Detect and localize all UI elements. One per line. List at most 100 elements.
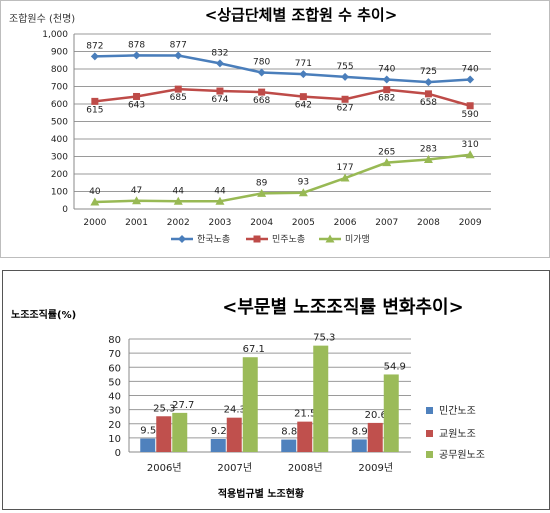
chart1-series-2: 615 643 685 674 668 642 627 682 658 590: [86, 85, 479, 120]
chart1-data-point: [466, 102, 474, 110]
chart1-title: <상급단체별 조합원 수 추이>: [205, 6, 398, 24]
chart1-data-label: 590: [462, 110, 479, 120]
chart1-data-label: 725: [420, 67, 437, 77]
chart2-data-label: 67.1: [243, 344, 265, 355]
chart2-legend-swatch: [426, 430, 433, 437]
chart1-data-point: [258, 88, 266, 96]
chart1-data-point: [341, 72, 350, 81]
chart2-data-label: 8.8: [281, 427, 297, 438]
chart1-y-tick-label: 1,000: [42, 30, 68, 40]
chart2-bar: [210, 439, 226, 452]
chart1-data-point: [299, 93, 307, 101]
chart1-data-point: [90, 52, 99, 61]
chart2-y-tick-label: 40: [108, 392, 121, 403]
chart2-x-tick-label: 2007년: [217, 462, 252, 474]
chart1-y-axis-label: 조합원수 (천명): [9, 13, 75, 25]
chart1-x-tick-label: 2009: [459, 218, 482, 228]
chart1-y-tick-label: 900: [51, 48, 68, 58]
chart2-y-tick-label: 30: [108, 406, 121, 417]
chart1-data-label: 89: [256, 178, 268, 188]
chart2-title: <부문별 노조조직률 변화추이>: [222, 297, 463, 318]
chart2-bar: [313, 345, 329, 452]
chart1-legend-item: 미가맹: [319, 234, 370, 245]
chart1-data-point: [216, 87, 224, 95]
chart1-data-label: 682: [378, 94, 395, 104]
chart1-data-label: 93: [298, 178, 309, 188]
chart1-data-point: [382, 75, 391, 84]
chart1-data-label: 265: [378, 148, 395, 158]
chart1-data-label: 740: [462, 65, 479, 75]
chart1-legend-label: 한국노총: [197, 234, 230, 245]
chart1-data-point: [423, 154, 433, 163]
chart1-legend-marker: [178, 235, 186, 243]
chart1-data-label: 740: [378, 65, 395, 75]
chart2-legend-label: 민간노조: [439, 405, 476, 417]
chart1-series-3: 40 47 44 44 89 93 177 265 283 310: [89, 140, 479, 206]
chart2-bar: [140, 438, 156, 452]
chart2-data-label: 25.3: [153, 403, 175, 414]
chart1-data-point: [257, 188, 267, 197]
chart1-data-label: 310: [462, 140, 479, 150]
chart1-y-tick-label: 0: [62, 205, 68, 215]
chart1-x-tick-label: 2002: [167, 218, 190, 228]
chart1-x-tick-label: 2001: [125, 218, 148, 228]
chart1-data-point: [215, 196, 225, 205]
chart2-y-tick-label: 50: [108, 377, 121, 388]
chart2-legend-swatch: [426, 451, 433, 458]
chart1-legend-marker: [325, 234, 335, 243]
chart1-data-label: 643: [128, 100, 145, 110]
chart1-legend-item: 한국노총: [171, 234, 230, 245]
chart1-data-label: 780: [253, 58, 270, 68]
chart2-y-tick-label: 20: [108, 420, 121, 431]
chart1-data-label: 177: [336, 163, 353, 173]
chart1-data-point: [257, 68, 266, 77]
chart1-y-tick-label: 200: [51, 170, 68, 180]
chart2-data-label: 27.7: [172, 400, 194, 411]
chart1-series-line: [94, 87, 471, 107]
chart1-y-tick-label: 500: [51, 118, 68, 128]
chart1-data-point: [341, 95, 349, 103]
chart1-legend-label: 민주노총: [272, 234, 305, 245]
chart1-data-label: 771: [295, 59, 312, 69]
chart2-data-label: 75.3: [313, 333, 335, 344]
chart1-data-point: [382, 158, 392, 167]
chart1-data-label: 627: [336, 103, 353, 113]
chart2-bar: [172, 412, 188, 452]
chart1-data-point: [174, 51, 183, 60]
chart1-data-point: [133, 92, 141, 100]
chart2-data-label: 20.6: [365, 410, 387, 421]
chart1-series-1: 872 878 877 832 780 771 755 740 725 740: [86, 40, 479, 87]
union-members-chart-panel: <상급단체별 조합원 수 추이> 조합원수 (천명) 0 100 200 300 400…: [0, 0, 550, 258]
chart1-series-line: [94, 153, 471, 204]
chart2-legend-item: 교원노조: [426, 428, 476, 440]
chart1-data-point: [424, 78, 433, 87]
chart1-data-label: 44: [214, 186, 226, 196]
chart1-data-label: 658: [420, 98, 437, 108]
chart2-y-tick-label: 60: [108, 363, 121, 374]
chart2-y-axis-label: 노조조직률(%): [11, 308, 76, 321]
chart1-data-label: 877: [170, 41, 187, 51]
chart1-data-point: [174, 85, 182, 93]
chart2-y-tick-label: 70: [108, 349, 121, 360]
chart1-y-tick-label: 100: [51, 188, 68, 198]
chart2-data-label: 21.5: [294, 409, 316, 420]
chart2-bar: [242, 357, 258, 452]
chart1-x-tick-label: 2006: [334, 218, 357, 228]
chart1-data-point: [465, 150, 475, 159]
chart1-x-tick-label: 2008: [417, 218, 440, 228]
chart2-data-label: 9.5: [140, 426, 156, 437]
chart2-legend-label: 교원노조: [439, 428, 476, 440]
chart2-legend-item: 민간노조: [426, 405, 476, 417]
chart1-data-label: 615: [86, 105, 103, 115]
chart1-data-point: [91, 97, 99, 105]
chart2-data-label: 9.2: [211, 426, 227, 437]
chart2-bar: [383, 374, 399, 452]
chart1-data-label: 832: [211, 48, 228, 58]
chart2-bar: [281, 439, 297, 452]
chart2-bar: [156, 416, 172, 452]
chart1-data-point: [298, 188, 308, 197]
chart1-x-tick-label: 2005: [292, 218, 315, 228]
chart2-data-label: 8.9: [352, 426, 368, 437]
chart2-data-label: 54.9: [384, 361, 406, 372]
chart1-data-point: [215, 59, 224, 68]
